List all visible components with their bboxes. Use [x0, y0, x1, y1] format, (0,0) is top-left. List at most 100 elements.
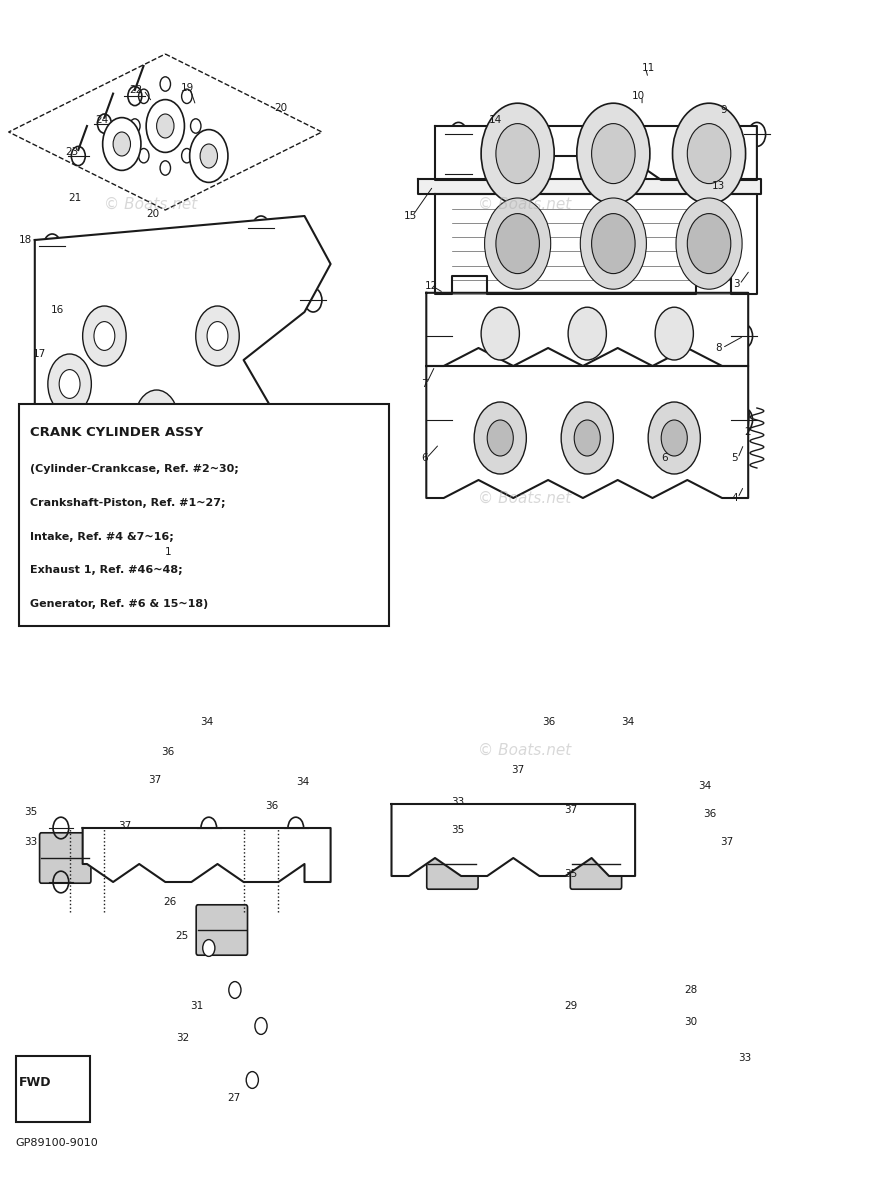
- Text: 20: 20: [146, 209, 159, 218]
- Text: 4: 4: [731, 493, 738, 503]
- Polygon shape: [35, 216, 330, 480]
- Text: © Boats.net: © Boats.net: [104, 197, 197, 211]
- Circle shape: [675, 198, 741, 289]
- Text: 6: 6: [421, 454, 428, 463]
- Circle shape: [189, 130, 228, 182]
- Circle shape: [654, 307, 693, 360]
- Text: 37: 37: [720, 838, 733, 847]
- Text: 18: 18: [19, 235, 32, 245]
- FancyBboxPatch shape: [19, 404, 388, 626]
- Text: 21: 21: [68, 193, 81, 203]
- Circle shape: [103, 118, 141, 170]
- Circle shape: [255, 1018, 267, 1034]
- Circle shape: [146, 100, 184, 152]
- Text: 32: 32: [176, 1033, 189, 1043]
- Circle shape: [561, 402, 613, 474]
- Text: Exhaust 1, Ref. #46~48;: Exhaust 1, Ref. #46~48;: [30, 565, 182, 575]
- Text: 37: 37: [511, 766, 524, 775]
- Circle shape: [190, 119, 201, 133]
- Circle shape: [156, 114, 174, 138]
- Circle shape: [647, 402, 700, 474]
- Text: 31: 31: [190, 1001, 203, 1010]
- Text: 34: 34: [620, 718, 634, 727]
- Text: 16: 16: [50, 305, 63, 314]
- Circle shape: [196, 306, 239, 366]
- Text: 35: 35: [451, 826, 464, 835]
- Circle shape: [138, 89, 149, 103]
- Circle shape: [574, 420, 600, 456]
- Polygon shape: [434, 126, 756, 180]
- Circle shape: [246, 1072, 258, 1088]
- Circle shape: [567, 307, 606, 360]
- Polygon shape: [426, 366, 747, 498]
- Text: 27: 27: [227, 1093, 240, 1103]
- Circle shape: [576, 103, 649, 204]
- Text: 19: 19: [181, 83, 194, 92]
- Circle shape: [94, 322, 115, 350]
- Text: FWD: FWD: [19, 1076, 51, 1088]
- Text: Crankshaft-Piston, Ref. #1~27;: Crankshaft-Piston, Ref. #1~27;: [30, 498, 225, 508]
- Text: 15: 15: [403, 211, 416, 221]
- Circle shape: [200, 144, 217, 168]
- Circle shape: [484, 198, 550, 289]
- Text: 37: 37: [148, 775, 161, 785]
- Text: 5: 5: [731, 454, 738, 463]
- Text: 28: 28: [683, 985, 696, 995]
- Text: © Boats.net: © Boats.net: [104, 491, 197, 505]
- FancyBboxPatch shape: [570, 839, 621, 889]
- Circle shape: [160, 77, 170, 91]
- Circle shape: [495, 124, 539, 184]
- Text: 14: 14: [488, 115, 501, 125]
- Text: 22: 22: [129, 85, 142, 95]
- Text: © Boats.net: © Boats.net: [478, 743, 571, 757]
- Text: 33: 33: [24, 838, 37, 847]
- Circle shape: [207, 322, 228, 350]
- Circle shape: [481, 307, 519, 360]
- Text: © Boats.net: © Boats.net: [478, 491, 571, 505]
- Circle shape: [495, 214, 539, 274]
- Text: 1: 1: [165, 547, 172, 557]
- Text: 34: 34: [200, 718, 213, 727]
- Text: 9: 9: [720, 106, 726, 115]
- Text: 36: 36: [541, 718, 554, 727]
- Text: Intake, Ref. #4 &7~16;: Intake, Ref. #4 &7~16;: [30, 532, 173, 541]
- Text: 26: 26: [163, 898, 176, 907]
- Text: (Cylinder-Crankcase, Ref. #2~30;: (Cylinder-Crankcase, Ref. #2~30;: [30, 464, 238, 474]
- Text: 25: 25: [176, 931, 189, 941]
- Text: 37: 37: [118, 821, 131, 830]
- Text: 3: 3: [733, 280, 740, 289]
- Text: 29: 29: [563, 1001, 576, 1010]
- Polygon shape: [434, 194, 756, 294]
- Circle shape: [160, 161, 170, 175]
- Circle shape: [135, 390, 178, 450]
- Circle shape: [580, 198, 646, 289]
- Polygon shape: [426, 293, 747, 366]
- Polygon shape: [391, 804, 634, 876]
- Circle shape: [113, 132, 130, 156]
- Circle shape: [672, 103, 745, 204]
- Circle shape: [138, 149, 149, 163]
- Text: 35: 35: [563, 869, 576, 878]
- Text: Generator, Ref. #6 & 15~18): Generator, Ref. #6 & 15~18): [30, 599, 208, 608]
- Text: 24: 24: [96, 115, 109, 125]
- Circle shape: [687, 214, 730, 274]
- FancyBboxPatch shape: [16, 1056, 90, 1122]
- Circle shape: [481, 103, 554, 204]
- Circle shape: [48, 354, 91, 414]
- Text: 11: 11: [641, 64, 654, 73]
- Circle shape: [591, 124, 634, 184]
- Text: 35: 35: [24, 808, 37, 817]
- Circle shape: [129, 119, 140, 133]
- Circle shape: [474, 402, 526, 474]
- Text: CRANK CYLINDER ASSY: CRANK CYLINDER ASSY: [30, 426, 202, 439]
- Text: 30: 30: [683, 1018, 696, 1027]
- Text: 33: 33: [737, 1054, 750, 1063]
- Circle shape: [487, 420, 513, 456]
- Text: 20: 20: [274, 103, 287, 113]
- Text: 10: 10: [631, 91, 644, 101]
- Circle shape: [59, 370, 80, 398]
- Text: 36: 36: [161, 748, 174, 757]
- Polygon shape: [83, 828, 330, 882]
- Circle shape: [591, 214, 634, 274]
- Text: 12: 12: [424, 281, 437, 290]
